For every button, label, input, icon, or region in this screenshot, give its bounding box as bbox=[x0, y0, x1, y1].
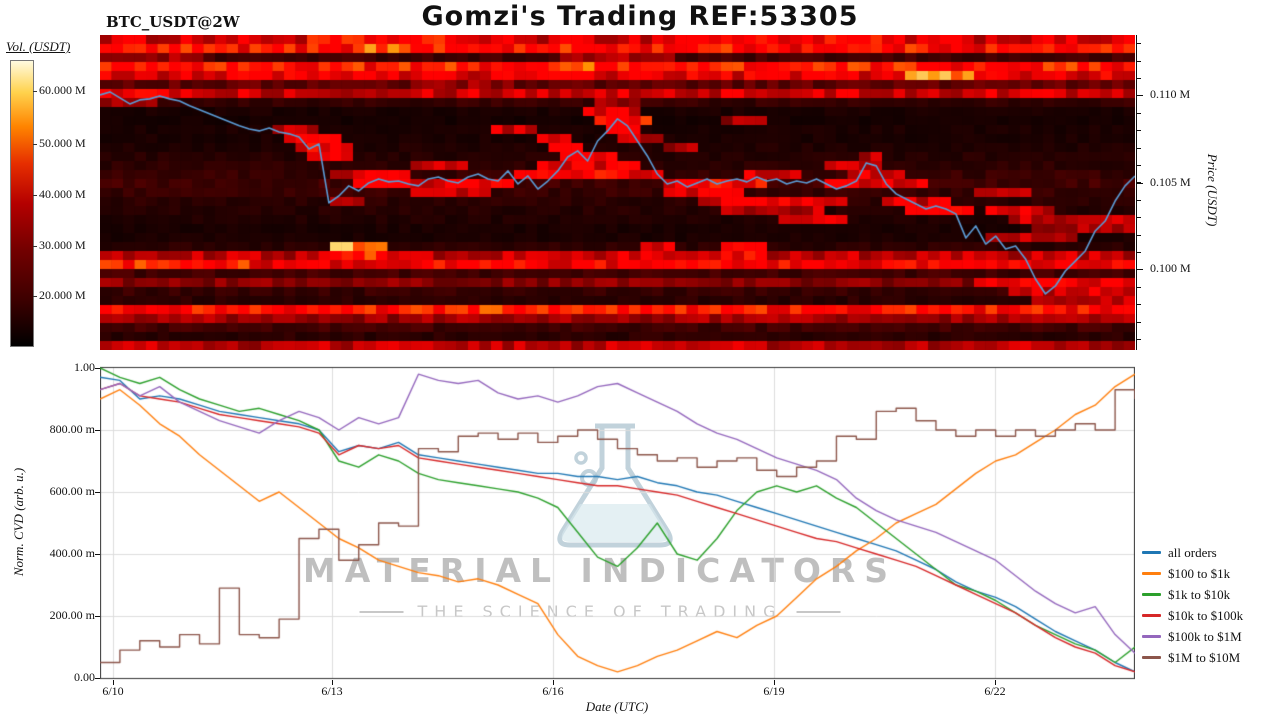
legend-item: $1k to $10k bbox=[1142, 584, 1243, 605]
price-tick-mark bbox=[1137, 252, 1141, 253]
price-tick-mark bbox=[1137, 148, 1141, 149]
colorbar-tick-label: 50.000 M bbox=[39, 136, 86, 150]
colorbar-tick-label: 40.000 M bbox=[39, 187, 86, 201]
colorbar-tick-mark bbox=[33, 195, 37, 196]
legend-item: $100 to $1k bbox=[1142, 563, 1243, 584]
colorbar-tick-mark bbox=[33, 296, 37, 297]
cvd-y-tick-mark bbox=[95, 368, 100, 369]
price-tick-mark bbox=[1137, 235, 1141, 236]
colorbar-tick-label: 60.000 M bbox=[39, 83, 86, 97]
cvd-x-tick-mark bbox=[113, 680, 114, 685]
price-tick-mark bbox=[1137, 304, 1141, 305]
cvd-axis-label: Norm. CVD (arb. u.) bbox=[11, 467, 26, 577]
legend-label: $100 to $1k bbox=[1168, 565, 1231, 581]
cvd-y-tick-label: 400.00 m bbox=[49, 546, 95, 560]
price-tick-mark bbox=[1137, 113, 1141, 114]
cvd-x-tick-label: 6/22 bbox=[984, 684, 1006, 698]
cvd-y-tick-mark bbox=[95, 430, 100, 431]
legend-swatch bbox=[1142, 572, 1161, 575]
cvd-y-tick-mark bbox=[95, 678, 100, 679]
page-title: Gomzi's Trading REF:53305 bbox=[421, 1, 859, 32]
price-tick-label: 0.100 M bbox=[1150, 261, 1191, 275]
cvd-x-tick-mark bbox=[774, 680, 775, 685]
price-tick-mark bbox=[1137, 287, 1141, 288]
price-axis-spine bbox=[1136, 35, 1137, 350]
legend: all orders $100 to $1k $1k to $10k $10k to … bbox=[1142, 542, 1243, 668]
price-tick-mark bbox=[1137, 183, 1143, 184]
cvd-y-tick-label: 0.00 bbox=[74, 670, 95, 684]
legend-label: $1M to $10M bbox=[1168, 649, 1241, 665]
legend-swatch bbox=[1142, 614, 1161, 617]
price-tick-mark bbox=[1137, 322, 1141, 323]
volume-colorbar-label: Vol. (USDT) bbox=[6, 39, 71, 54]
cvd-x-tick-mark bbox=[995, 680, 996, 685]
price-tick-mark bbox=[1137, 339, 1141, 340]
legend-label: $100k to $1M bbox=[1168, 628, 1242, 644]
cvd-y-tick-label: 1.00 bbox=[74, 360, 95, 374]
cvd-x-tick-mark bbox=[553, 680, 554, 685]
cvd-x-tick-label: 6/13 bbox=[321, 684, 343, 698]
cvd-x-tick-label: 6/19 bbox=[763, 684, 785, 698]
cvd-y-tick-mark bbox=[95, 554, 100, 555]
price-tick-mark bbox=[1137, 61, 1141, 62]
price-axis-label: Price (USDT) bbox=[1205, 153, 1220, 227]
colorbar-tick-label: 20.000 M bbox=[39, 288, 86, 302]
price-tick-label: 0.105 M bbox=[1150, 175, 1191, 189]
price-tick-mark bbox=[1137, 95, 1143, 96]
legend-label: all orders bbox=[1168, 544, 1217, 560]
colorbar-tick-mark bbox=[33, 144, 37, 145]
cvd-x-tick-mark bbox=[332, 680, 333, 685]
cvd-y-tick-label: 600.00 m bbox=[49, 484, 95, 498]
price-tick-mark bbox=[1137, 165, 1141, 166]
price-tick-mark bbox=[1137, 200, 1141, 201]
legend-item: $10k to $100k bbox=[1142, 605, 1243, 626]
legend-item: all orders bbox=[1142, 542, 1243, 563]
legend-item: $1M to $10M bbox=[1142, 647, 1243, 668]
cvd-chart-canvas bbox=[100, 365, 1135, 680]
price-tick-mark bbox=[1137, 130, 1141, 131]
price-tick-mark bbox=[1137, 43, 1141, 44]
heatmap-canvas bbox=[100, 35, 1135, 350]
legend-swatch bbox=[1142, 635, 1161, 638]
price-tick-mark bbox=[1137, 182, 1141, 183]
legend-swatch bbox=[1142, 551, 1161, 554]
cvd-x-tick-label: 6/16 bbox=[542, 684, 564, 698]
date-axis-label: Date (UTC) bbox=[585, 699, 649, 714]
legend-item: $100k to $1M bbox=[1142, 626, 1243, 647]
legend-swatch bbox=[1142, 656, 1161, 659]
instrument-label: BTC_USDT@2W bbox=[106, 13, 240, 31]
cvd-y-tick-mark bbox=[95, 616, 100, 617]
volume-colorbar bbox=[10, 60, 34, 347]
legend-label: $1k to $10k bbox=[1168, 586, 1231, 602]
cvd-y-tick-mark bbox=[95, 492, 100, 493]
legend-swatch bbox=[1142, 593, 1161, 596]
cvd-y-tick-label: 800.00 m bbox=[49, 422, 95, 436]
colorbar-tick-mark bbox=[33, 91, 37, 92]
price-tick-mark bbox=[1137, 269, 1143, 270]
price-tick-mark bbox=[1137, 78, 1141, 79]
legend-label: $10k to $100k bbox=[1168, 607, 1244, 623]
price-tick-label: 0.110 M bbox=[1150, 87, 1191, 101]
price-tick-mark bbox=[1137, 217, 1141, 218]
cvd-x-tick-label: 6/10 bbox=[102, 684, 124, 698]
cvd-y-tick-label: 200.00 m bbox=[49, 608, 95, 622]
colorbar-tick-mark bbox=[33, 246, 37, 247]
colorbar-tick-label: 30.000 M bbox=[39, 238, 86, 252]
